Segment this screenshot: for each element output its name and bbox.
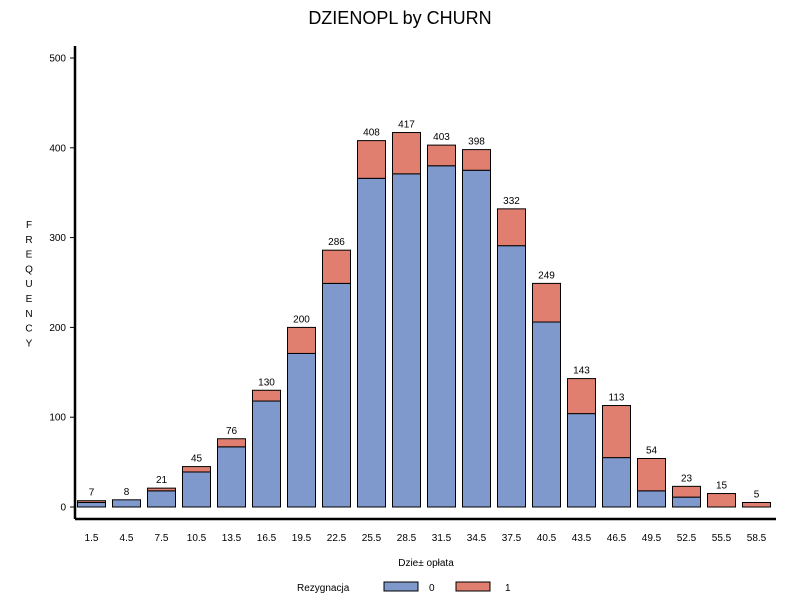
bar-series-1: [742, 502, 771, 508]
bar-series-1: [462, 149, 491, 171]
x-tick-label: 34.5: [467, 533, 487, 544]
legend: Rezygnacja 0 1: [297, 581, 511, 594]
bar-series-0: [252, 400, 281, 508]
bar-series-1: [287, 326, 316, 354]
x-tick-label: 46.5: [607, 533, 627, 544]
bar-series-1: [532, 282, 561, 323]
bar-series-1: [252, 389, 281, 402]
x-tick-label: 4.5: [120, 533, 134, 544]
bar-total-label: 143: [573, 366, 590, 377]
bar-total-label: 200: [293, 314, 310, 325]
y-tick-label: 500: [49, 54, 66, 65]
x-tick-label: 52.5: [677, 533, 697, 544]
bar-series-1: [602, 405, 631, 459]
legend-label-1: 1: [505, 583, 511, 594]
bar-series-1: [427, 144, 456, 167]
bar-series-0: [182, 471, 211, 508]
bar-total-label: 403: [433, 132, 450, 143]
bar-series-1: [672, 485, 701, 498]
bar-total-label: 130: [258, 377, 275, 388]
bar-total-label: 76: [226, 426, 238, 437]
bar-total-label: 408: [363, 128, 380, 139]
bar-total-label: 286: [328, 237, 345, 248]
bar-series-1: [217, 438, 246, 448]
bar-series-0: [77, 502, 106, 508]
bar-total-label: 332: [503, 196, 520, 207]
bar-series-1: [567, 378, 596, 415]
x-axis-label: Dzie± opłata: [398, 558, 454, 569]
y-tick-label: 400: [49, 143, 66, 154]
y-axis-ticks: 0 100 200 300 400 500: [49, 54, 75, 514]
legend-swatch-0: [383, 581, 419, 592]
legend-title: Rezygnacja: [297, 583, 350, 594]
x-tick-label: 49.5: [642, 533, 662, 544]
bar-series-0: [462, 169, 491, 508]
bar-series-0: [147, 490, 176, 508]
bar-series-1: [182, 466, 211, 473]
bar-total-label: 249: [538, 270, 555, 281]
x-tick-label: 25.5: [362, 533, 382, 544]
x-tick-label: 40.5: [537, 533, 557, 544]
x-tick-label: 1.5: [85, 533, 99, 544]
bar-total-label: 15: [716, 481, 728, 492]
bar-series-0: [497, 245, 526, 508]
bar-series-1: [322, 249, 351, 284]
bars: [77, 132, 771, 508]
x-tick-label: 16.5: [257, 533, 277, 544]
y-tick-label: 0: [60, 503, 66, 514]
x-tick-label: 19.5: [292, 533, 312, 544]
bar-series-0: [217, 446, 246, 508]
x-tick-label: 37.5: [502, 533, 522, 544]
bar-total-label: 7: [89, 488, 95, 499]
bar-total-label: 54: [646, 446, 658, 457]
x-axis-ticks: 1.5 4.5 7.5 10.5 13.5 16.5 19.5 22.5 25.5 28.5 31.…: [85, 533, 767, 544]
bar-series-0: [427, 165, 456, 508]
x-tick-label: 31.5: [432, 533, 452, 544]
bar-series-1: [392, 132, 421, 175]
bar-total-label: 417: [398, 120, 415, 131]
bar-series-1: [77, 500, 106, 504]
bar-series-1: [147, 487, 176, 492]
bar-series-1: [497, 208, 526, 247]
bar-series-1: [637, 458, 666, 492]
bar-series-1: [707, 493, 736, 508]
x-tick-label: 13.5: [222, 533, 242, 544]
total-labels: 7 8 21 45 76 130 200 286 408 417 403 398 332 249 143 11…: [89, 120, 760, 501]
bar-series-0: [602, 457, 631, 508]
bar-total-label: 8: [124, 487, 130, 498]
bar-series-1: [357, 140, 386, 179]
legend-swatch-1: [455, 581, 491, 592]
bar-total-label: 5: [754, 490, 760, 501]
bar-total-label: 23: [681, 473, 693, 484]
bar-total-label: 45: [191, 454, 203, 465]
bar-series-0: [322, 282, 351, 508]
bar-series-0: [112, 499, 141, 508]
x-tick-label: 22.5: [327, 533, 347, 544]
x-tick-label: 28.5: [397, 533, 417, 544]
bar-total-label: 113: [609, 393, 625, 404]
bar-series-0: [392, 173, 421, 508]
bar-series-0: [287, 352, 316, 508]
bar-series-0: [567, 413, 596, 508]
bar-series-0: [357, 177, 386, 508]
legend-label-0: 0: [429, 583, 435, 594]
bar-total-label: 398: [468, 137, 485, 148]
y-tick-label: 100: [49, 413, 66, 424]
bar-series-0: [532, 321, 561, 508]
y-tick-label: 200: [49, 323, 66, 334]
chart-title: DZIENOPL by CHURN: [308, 8, 491, 28]
bar-series-0: [672, 496, 701, 508]
bar-series-0: [637, 490, 666, 508]
x-tick-label: 58.5: [747, 533, 767, 544]
x-tick-label: 43.5: [572, 533, 592, 544]
bar-total-label: 21: [156, 475, 168, 486]
x-tick-label: 55.5: [712, 533, 732, 544]
x-tick-label: 10.5: [187, 533, 207, 544]
y-tick-label: 300: [49, 233, 66, 244]
x-tick-label: 7.5: [155, 533, 169, 544]
